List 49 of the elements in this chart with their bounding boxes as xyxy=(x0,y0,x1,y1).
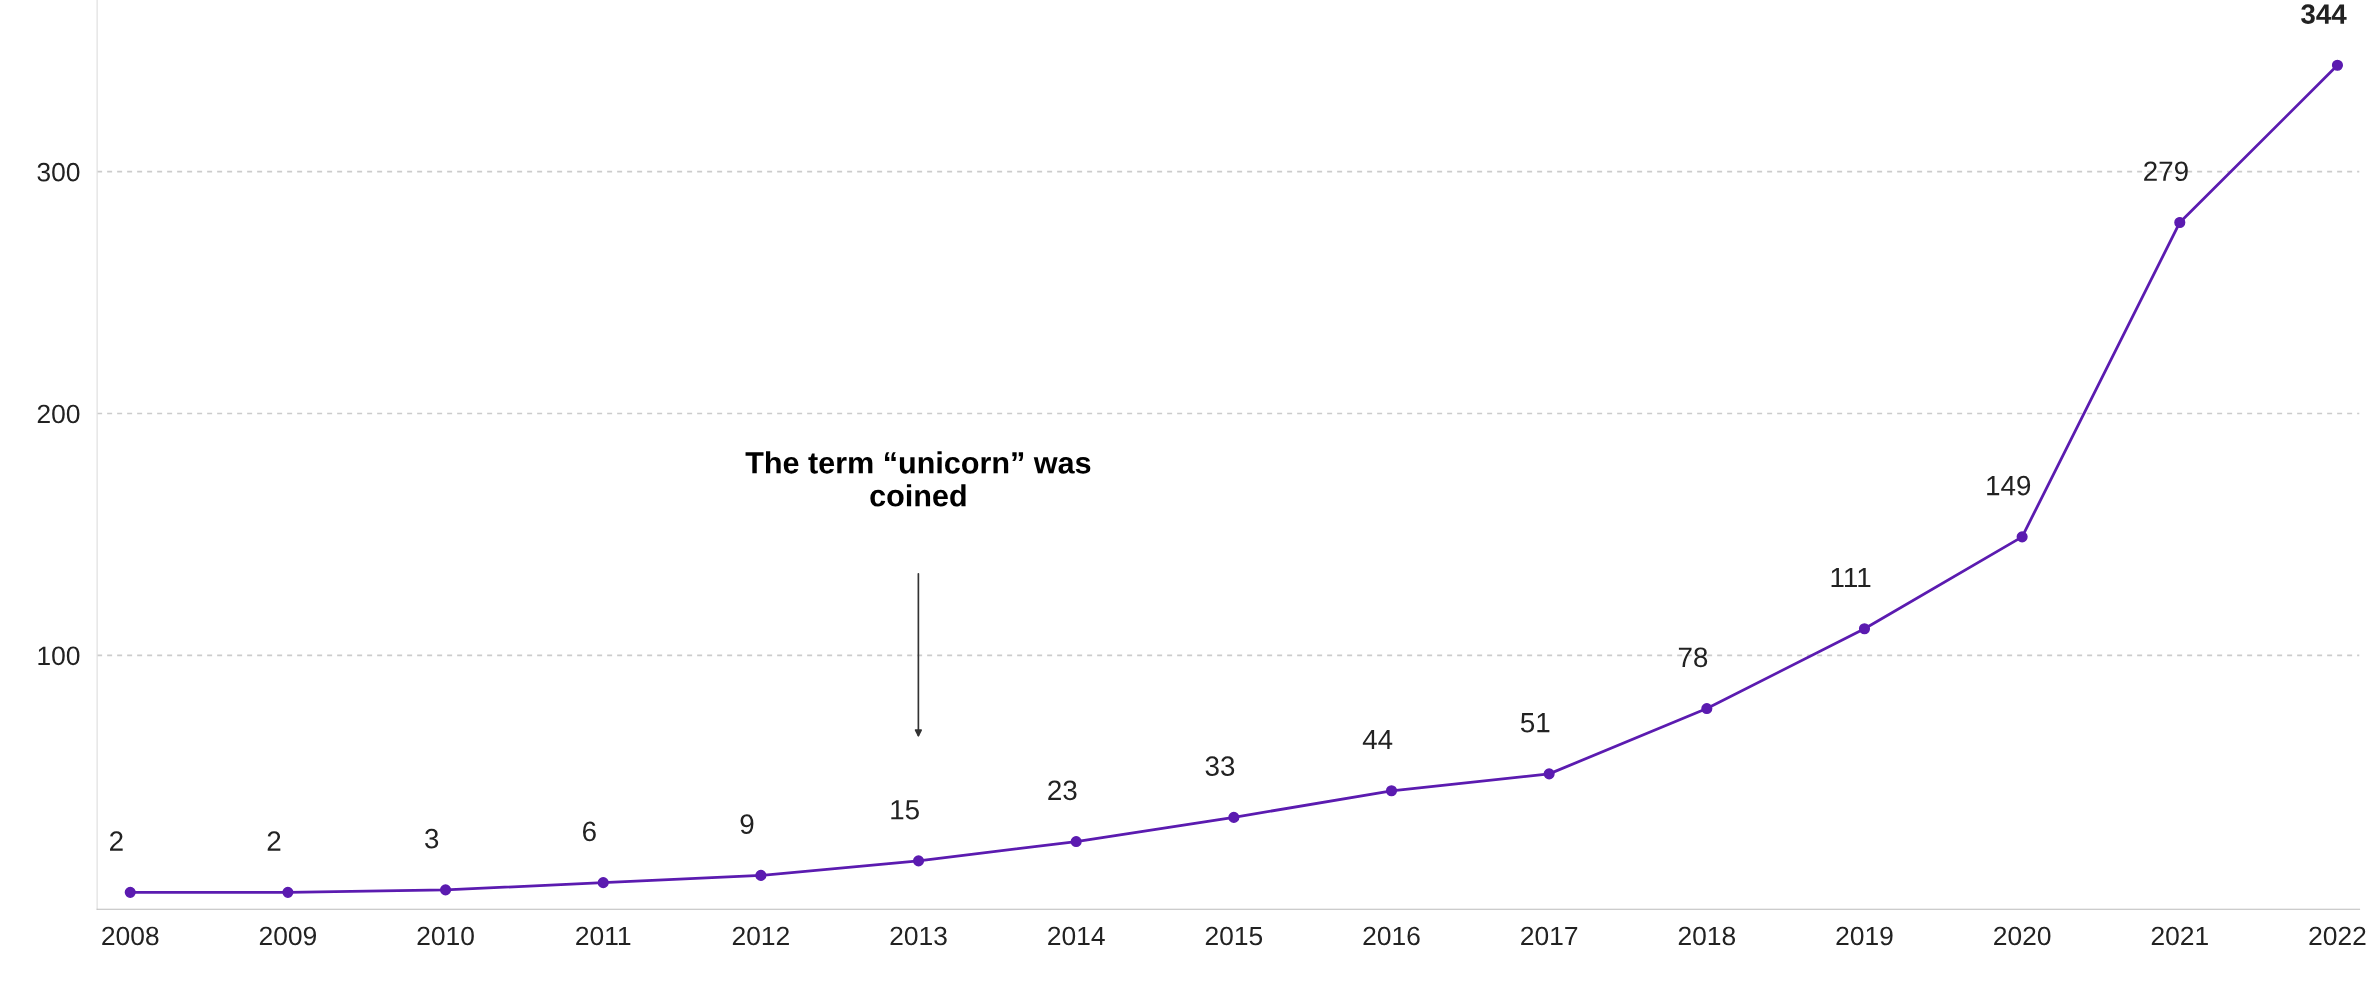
data-label: 149 xyxy=(1987,475,2031,496)
annotation: The term “unicorn” was coined xyxy=(745,451,1091,507)
point xyxy=(755,869,767,881)
point xyxy=(1543,768,1555,780)
data-label: 33 xyxy=(1205,756,1235,776)
data-label: 51 xyxy=(1520,713,1550,733)
data-label: 2 xyxy=(267,831,281,851)
x-tick-label: 2016 xyxy=(1363,926,1420,946)
data-label: 279 xyxy=(2144,161,2188,182)
x-tick-label: 2014 xyxy=(1048,926,1105,946)
point xyxy=(282,886,294,898)
point xyxy=(1701,703,1713,715)
x-tick-label: 2022 xyxy=(2309,926,2366,946)
data-label: 9 xyxy=(740,814,754,835)
point xyxy=(2016,531,2028,543)
x-tick-label: 2008 xyxy=(102,926,159,946)
x-tick-label: 2010 xyxy=(417,926,474,946)
data-label: 78 xyxy=(1678,647,1708,668)
point xyxy=(1385,785,1398,797)
point xyxy=(912,855,925,867)
y-tick-label: 300 xyxy=(37,162,80,182)
point xyxy=(597,877,609,889)
data-label: 344 xyxy=(2301,4,2347,24)
data-label: 6 xyxy=(583,821,596,842)
data-label: 44 xyxy=(1362,730,1393,750)
point xyxy=(439,884,452,896)
x-tick-label: 2018 xyxy=(1678,926,1736,946)
point xyxy=(1070,836,1082,848)
data-label: 15 xyxy=(891,800,919,820)
x-tick-label: 2020 xyxy=(1994,926,2051,946)
data-label: 2 xyxy=(110,831,123,851)
point xyxy=(1228,811,1240,823)
point xyxy=(124,886,136,898)
data-label: 23 xyxy=(1048,780,1077,801)
x-tick-label: 2011 xyxy=(576,926,631,946)
data-label: 3 xyxy=(425,828,439,849)
x-tick-label: 2017 xyxy=(1521,926,1578,946)
x-tick-label: 2015 xyxy=(1205,926,1263,946)
x-tick-label: 2013 xyxy=(890,926,947,946)
point xyxy=(2331,59,2344,71)
y-tick-label: 200 xyxy=(37,404,80,424)
y-tick-label: 100 xyxy=(38,646,80,666)
point xyxy=(2174,216,2186,229)
x-tick-label: 2012 xyxy=(732,926,789,946)
x-tick-label: 2019 xyxy=(1836,926,1893,946)
data-label: 111 xyxy=(1831,567,1871,588)
x-tick-label: 2021 xyxy=(2151,926,2208,946)
point xyxy=(1858,623,1871,635)
x-tick-label: 2009 xyxy=(259,926,316,946)
